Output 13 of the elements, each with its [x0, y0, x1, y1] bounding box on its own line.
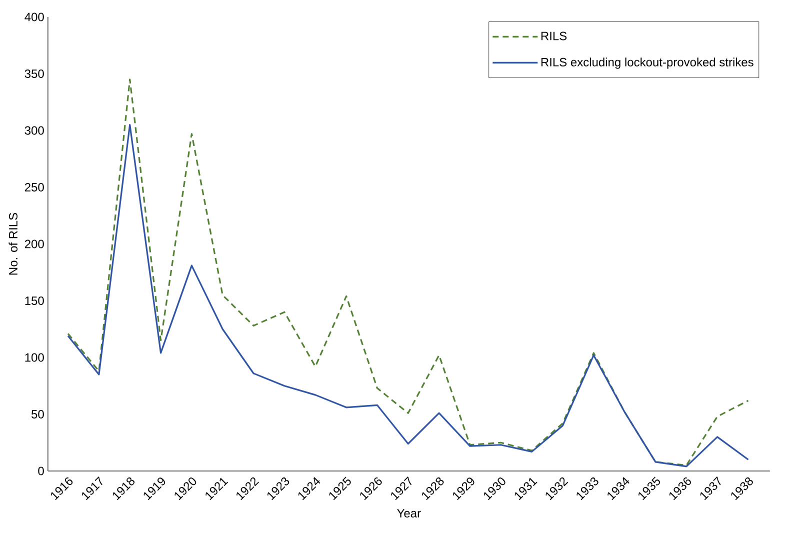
y-tick-label: 350: [24, 69, 44, 78]
y-tick-label: 100: [25, 353, 44, 362]
y-tick-label: 400: [24, 12, 44, 22]
y-tick-label: 0: [38, 466, 44, 476]
y-tick-label: 250: [24, 182, 44, 192]
y-tick-label: 150: [25, 296, 44, 305]
legend-label: RILS excluding lockout-provoked strikes: [541, 58, 754, 69]
y-tick-label: 50: [32, 410, 44, 418]
legend-label: RILS: [541, 32, 567, 40]
x-axis-title: Year: [397, 509, 421, 518]
y-tick-label: 300: [24, 126, 44, 135]
y-axis-title: No. of RILS: [8, 212, 18, 275]
y-tick-label: 200: [24, 240, 44, 248]
